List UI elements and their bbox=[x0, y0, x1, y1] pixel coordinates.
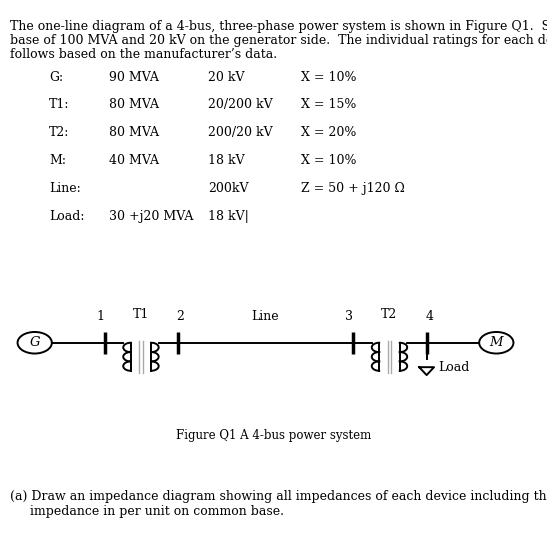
Text: T1: T1 bbox=[133, 308, 149, 321]
Text: Line: Line bbox=[252, 310, 280, 323]
Text: 20 kV: 20 kV bbox=[208, 71, 245, 83]
Text: 200kV: 200kV bbox=[208, 182, 248, 195]
Text: base of 100 MVA and 20 kV on the generator side.  The individual ratings for eac: base of 100 MVA and 20 kV on the generat… bbox=[10, 34, 547, 47]
Text: X = 20%: X = 20% bbox=[301, 126, 356, 139]
Text: Load: Load bbox=[438, 361, 469, 373]
Text: T2: T2 bbox=[381, 308, 398, 321]
Text: G:: G: bbox=[49, 71, 63, 83]
Text: 18 kV|: 18 kV| bbox=[208, 210, 249, 223]
Text: M:: M: bbox=[49, 154, 66, 167]
Text: 30 +j20 MVA: 30 +j20 MVA bbox=[109, 210, 194, 223]
Text: follows based on the manufacturer’s data.: follows based on the manufacturer’s data… bbox=[10, 48, 277, 61]
Text: T1:: T1: bbox=[49, 98, 69, 111]
Text: The one-line diagram of a 4-bus, three-phase power system is shown in Figure Q1.: The one-line diagram of a 4-bus, three-p… bbox=[10, 20, 547, 33]
Text: 40 MVA: 40 MVA bbox=[109, 154, 159, 167]
Text: 80 MVA: 80 MVA bbox=[109, 126, 159, 139]
Text: Load:: Load: bbox=[49, 210, 85, 223]
Text: T2:: T2: bbox=[49, 126, 69, 139]
Text: (a) Draw an impedance diagram showing all impedances of each device including th: (a) Draw an impedance diagram showing al… bbox=[10, 490, 547, 502]
Text: X = 15%: X = 15% bbox=[301, 98, 356, 111]
Text: impedance in per unit on common base.: impedance in per unit on common base. bbox=[30, 505, 284, 517]
Text: X = 10%: X = 10% bbox=[301, 71, 356, 83]
Text: M: M bbox=[490, 335, 503, 348]
Text: 90 MVA: 90 MVA bbox=[109, 71, 159, 83]
Text: 3: 3 bbox=[345, 310, 353, 323]
Text: G: G bbox=[30, 335, 40, 348]
Text: 2: 2 bbox=[177, 310, 184, 323]
Text: Z = 50 + j120 Ω: Z = 50 + j120 Ω bbox=[301, 182, 405, 195]
Text: 80 MVA: 80 MVA bbox=[109, 98, 159, 111]
Text: 18 kV: 18 kV bbox=[208, 154, 245, 167]
Text: 20/200 kV: 20/200 kV bbox=[208, 98, 272, 111]
Text: Figure Q1 A 4-bus power system: Figure Q1 A 4-bus power system bbox=[176, 429, 371, 442]
Text: 200/20 kV: 200/20 kV bbox=[208, 126, 272, 139]
Text: Line:: Line: bbox=[49, 182, 81, 195]
Text: 1: 1 bbox=[96, 310, 104, 323]
Text: 4: 4 bbox=[426, 310, 433, 323]
Text: X = 10%: X = 10% bbox=[301, 154, 356, 167]
